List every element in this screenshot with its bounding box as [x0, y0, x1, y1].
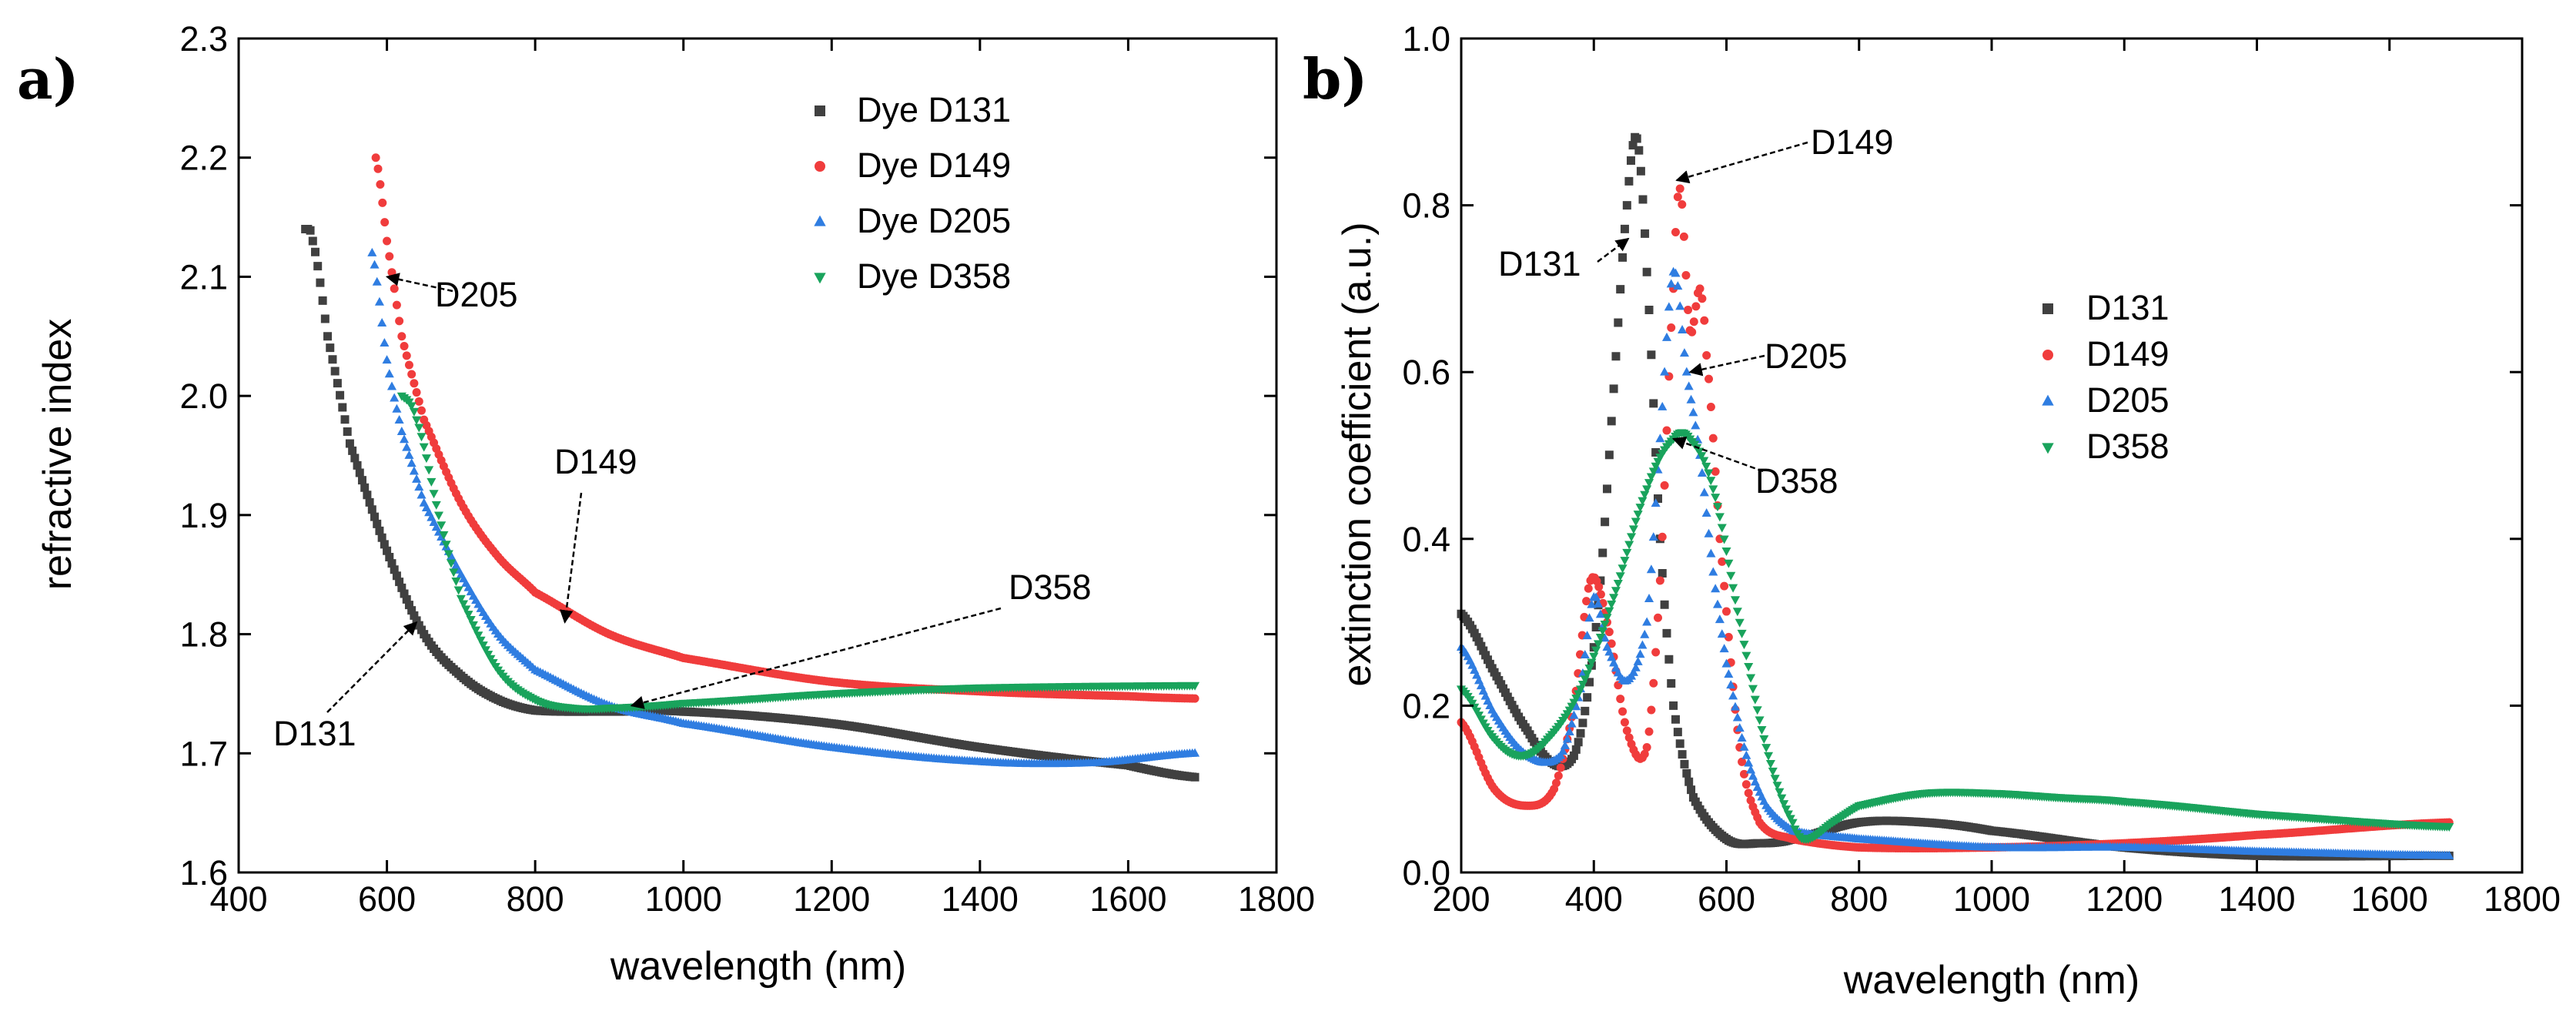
- panel-b-legend-marker: [2042, 350, 2053, 360]
- panel-b-x-tick-label: 1400: [2218, 879, 2295, 919]
- panel-b-extinction-coefficient-chart: b) D149 D131 D205 D358 200 400 600 800 1000 1200…: [1303, 19, 2561, 1003]
- panel-b-series-markers: [1457, 132, 2454, 861]
- panel-a-x-axis-label: wavelength (nm): [610, 944, 906, 989]
- panel-b-y-tick-label: 0.0: [1402, 853, 1450, 892]
- panel-a-y-tick-label: 1.8: [179, 615, 228, 655]
- panel-b-x-tick-label: 1800: [2484, 879, 2561, 919]
- panel-a-letter: a): [17, 46, 79, 112]
- panel-a-x-tick-label: 1600: [1089, 879, 1166, 919]
- panel-a-y-tick-label: 2.3: [179, 19, 228, 59]
- panel-b-legend-label: D358: [2086, 427, 2170, 466]
- panel-b-legend-marker: [2042, 394, 2054, 406]
- panel-a-y-tick-label: 1.6: [179, 853, 228, 892]
- panel-a-annotation-label: D131: [273, 714, 356, 753]
- panel-b-legend-label: D205: [2086, 380, 2170, 420]
- panel-a-legend-label: Dye D358: [857, 256, 1011, 296]
- panel-a-legend-marker: [815, 105, 825, 116]
- panel-b-series-markers: [1456, 266, 2454, 859]
- panel-b-x-tick-label: 1600: [2351, 879, 2428, 919]
- panel-b-legend-marker: [2042, 303, 2053, 314]
- panel-b-x-tick-label: 1200: [2086, 879, 2163, 919]
- panel-a-y-axis-label: refractive index: [35, 319, 80, 591]
- panel-a-refractive-index-chart: a) D205 D149 D358 D131 400 600 800 1000 1200 140…: [17, 19, 1315, 989]
- panel-b-x-tick-label: 400: [1565, 879, 1623, 919]
- panel-a-x-tick-label: 800: [507, 879, 564, 919]
- panel-a-x-tick-label: 1200: [793, 879, 870, 919]
- panel-a-legend-label: Dye D131: [857, 90, 1011, 129]
- panel-b-annotation-arrow: [1671, 436, 1764, 473]
- panel-a-y-tick-label: 1.7: [179, 734, 228, 773]
- panel-b-legend-label: D149: [2086, 334, 2170, 373]
- panel-a-legend-label: Dye D205: [857, 201, 1011, 240]
- panel-b-x-tick-label: 200: [1432, 879, 1490, 919]
- panel-a-plot-frame: [237, 37, 1278, 874]
- panel-b-annotation-label: D149: [1811, 122, 1894, 162]
- panel-b-annotation-arrow: [1688, 354, 1765, 377]
- panel-a-y-tick-label: 2.0: [179, 377, 228, 416]
- panel-b-y-tick-label: 0.8: [1402, 186, 1450, 226]
- panel-a-legend-marker: [814, 273, 826, 284]
- panel-a-legend-marker: [815, 161, 825, 172]
- panel-b-legend-label: D131: [2086, 288, 2170, 327]
- panel-a-annotation-arrow: [326, 621, 418, 713]
- panel-b-annotation-arrow: [1597, 237, 1630, 263]
- panel-a-annotation-arrow: [630, 607, 1002, 709]
- panel-a-annotation-arrow: [385, 273, 453, 293]
- panel-b-legend-marker: [2042, 443, 2054, 454]
- panel-a-annotation-label: D358: [1009, 568, 1092, 607]
- panel-b-y-tick-label: 0.6: [1402, 353, 1450, 392]
- panel-b-annotation-label: D358: [1755, 461, 1838, 501]
- panel-a-legend-marker: [814, 215, 826, 226]
- panel-a-y-tick-label: 1.9: [179, 496, 228, 535]
- panel-a-annotation-label: D149: [554, 442, 637, 481]
- panel-a-annotation-label: D205: [435, 275, 518, 314]
- panel-b-series-d149: [1457, 184, 2454, 853]
- panel-b-annotation-label: D131: [1498, 244, 1581, 283]
- panel-b-series-d131: [1457, 132, 2454, 861]
- panel-a-x-tick-label: 400: [209, 879, 267, 919]
- panel-a-y-tick-label: 2.1: [179, 257, 228, 296]
- panel-a-x-tick-label: 1800: [1238, 879, 1315, 919]
- panel-b-y-tick-label: 1.0: [1402, 19, 1450, 59]
- panel-b-y-tick-label: 0.4: [1402, 520, 1450, 559]
- panel-b-y-axis-label: extinction coefficient (a.u.): [1335, 222, 1380, 686]
- panel-b-annotation-label: D205: [1765, 337, 1848, 376]
- panel-a-y-tick-label: 2.2: [179, 139, 228, 178]
- panel-b-letter: b): [1303, 46, 1367, 112]
- panel-a-series-dye-d358: [396, 392, 1200, 715]
- panel-a-x-tick-label: 1000: [645, 879, 722, 919]
- panel-b-x-tick-label: 800: [1830, 879, 1888, 919]
- panel-b-series-d205: [1456, 266, 2454, 859]
- panel-b-annotation-arrow: [1675, 141, 1808, 184]
- panel-b-x-tick-label: 600: [1698, 879, 1755, 919]
- panel-b-x-tick-label: 1000: [1953, 879, 2030, 919]
- panel-a-annotation-arrow: [559, 492, 583, 624]
- panel-b-plot-frame: [1460, 37, 2524, 874]
- panel-b-x-axis-label: wavelength (nm): [1843, 958, 2139, 1003]
- panel-a-x-tick-label: 600: [358, 879, 416, 919]
- panel-b-y-tick-label: 0.2: [1402, 686, 1450, 725]
- panel-a-legend-label: Dye D149: [857, 146, 1011, 185]
- panel-a-x-tick-label: 1400: [942, 879, 1019, 919]
- panel-a-series-dye-d149: [371, 153, 1199, 703]
- panel-a-series-markers: [371, 153, 1199, 703]
- panel-b-series-markers: [1457, 184, 2454, 853]
- panel-a-series-markers: [396, 392, 1200, 715]
